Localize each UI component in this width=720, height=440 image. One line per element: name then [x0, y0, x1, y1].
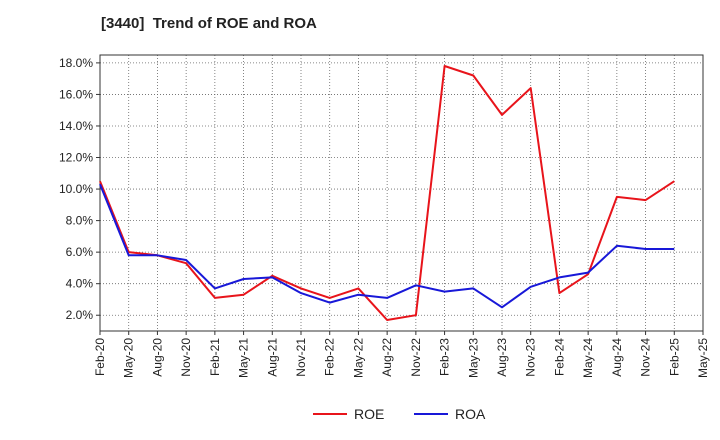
y-tick-label: 2.0%	[66, 308, 94, 322]
chart-title: [3440] Trend of ROE and ROA	[101, 15, 317, 32]
y-tick-label: 8.0%	[66, 214, 94, 228]
x-tick-label: Feb-22	[323, 338, 337, 376]
x-tick-label: May-20	[122, 338, 136, 378]
x-tick-label: Aug-21	[265, 338, 279, 377]
x-tick-label: Feb-24	[552, 338, 566, 376]
x-tick-label: Aug-23	[495, 338, 509, 377]
y-tick-label: 18.0%	[59, 56, 93, 70]
x-tick-label: May-21	[237, 338, 251, 378]
y-tick-label: 10.0%	[59, 182, 93, 196]
x-tick-label: Nov-24	[639, 338, 653, 377]
x-tick-label: Aug-22	[380, 338, 394, 377]
x-tick-label: Nov-23	[524, 338, 538, 377]
y-tick-label: 16.0%	[59, 87, 93, 101]
x-tick-label: May-24	[581, 338, 595, 378]
x-tick-label: Nov-20	[179, 338, 193, 377]
legend: ROE ROA	[313, 406, 486, 422]
legend-label-roa: ROA	[455, 406, 486, 422]
y-tick-label: 4.0%	[66, 277, 94, 291]
x-tick-label: Feb-20	[93, 338, 107, 376]
x-tick-label: Feb-25	[667, 338, 681, 376]
x-tick-label: Aug-24	[610, 338, 624, 377]
x-tick-label: May-22	[351, 338, 365, 378]
series-line-roe	[99, 65, 675, 321]
x-tick-label: Nov-22	[409, 338, 423, 377]
x-tick-label: Nov-21	[294, 338, 308, 377]
series-line-roa	[99, 183, 675, 309]
grid	[99, 55, 704, 331]
y-tick-label: 12.0%	[59, 151, 93, 165]
plot-frame	[99, 54, 704, 332]
x-tick-label: Feb-23	[438, 338, 452, 376]
y-tick-label: 14.0%	[59, 119, 93, 133]
y-tick-label: 6.0%	[66, 245, 94, 259]
x-tick-label: Feb-21	[208, 338, 222, 376]
x-tick-label: May-25	[696, 338, 710, 378]
axes: 2.0% 4.0% 6.0% 8.0% 10.0% 12.0% 14.0% 16.0% 18.0…	[59, 54, 710, 378]
x-tick-label: Aug-20	[150, 338, 164, 377]
legend-label-roe: ROE	[354, 406, 384, 422]
x-tick-label: May-23	[466, 338, 480, 378]
series-lines	[99, 65, 675, 321]
